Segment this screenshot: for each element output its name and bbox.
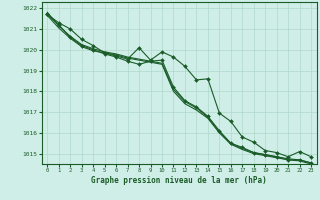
X-axis label: Graphe pression niveau de la mer (hPa): Graphe pression niveau de la mer (hPa) — [91, 176, 267, 185]
